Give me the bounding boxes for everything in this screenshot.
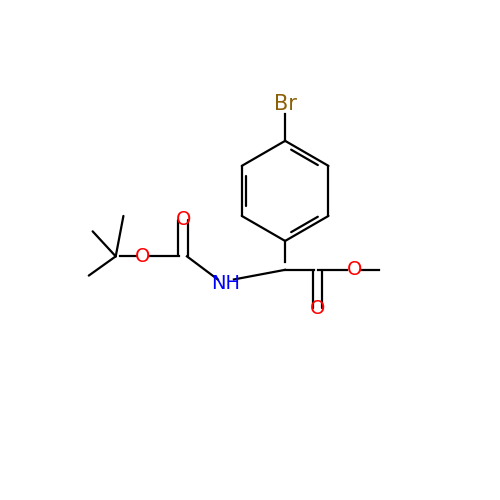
Text: O: O <box>176 210 191 230</box>
Text: O: O <box>346 260 362 280</box>
Text: O: O <box>310 299 326 318</box>
Text: NH: NH <box>211 274 240 293</box>
Text: O: O <box>135 247 150 266</box>
Text: Br: Br <box>274 94 296 114</box>
